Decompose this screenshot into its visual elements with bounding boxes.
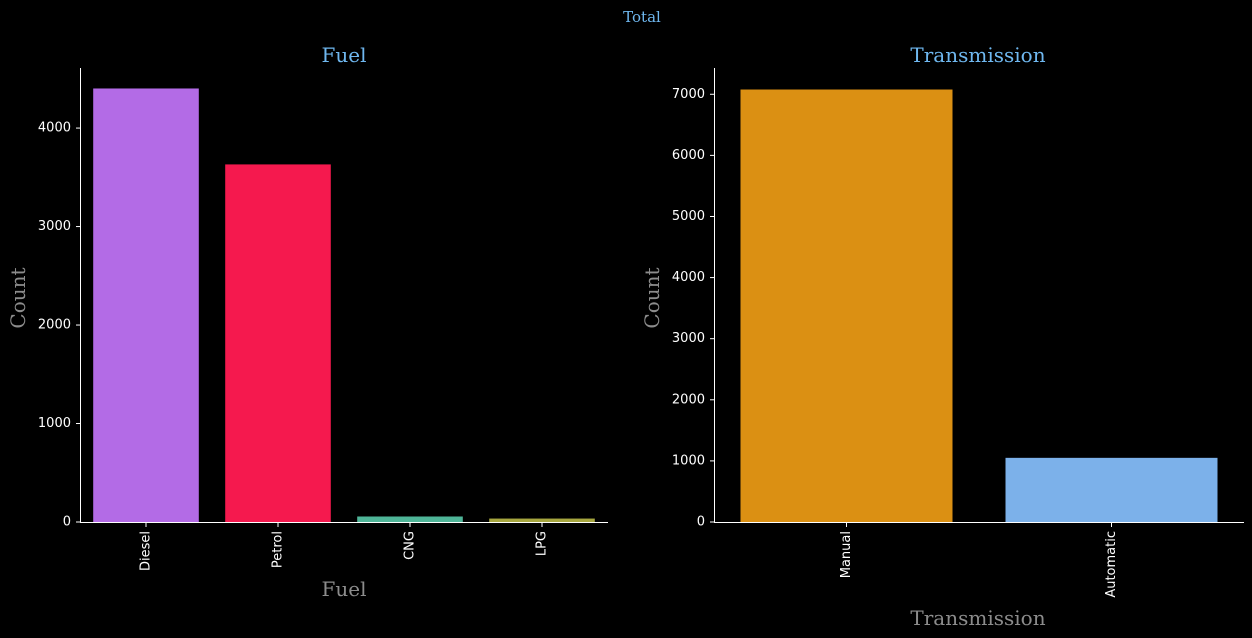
fuel-y-tick-label-0: 0 (63, 515, 71, 530)
transmission-y-ticks: 0 1000 2000 3000 4000 5000 6000 7000 (672, 87, 715, 530)
transmission-bars (740, 89, 1218, 522)
fuel-bar-lpg (489, 518, 595, 522)
fuel-x-tick-label-petrol: Petrol (271, 531, 286, 568)
transmission-y-tick-label-7000: 7000 (672, 87, 705, 102)
fuel-chart-title: Fuel (322, 43, 367, 67)
transmission-y-tick-label-2000: 2000 (672, 392, 705, 407)
fuel-x-tick-label-diesel: Diesel (139, 531, 154, 571)
transmission-bar-automatic (1005, 457, 1218, 522)
transmission-y-axis-label: Count (640, 267, 664, 328)
transmission-bar-manual (740, 89, 953, 522)
fuel-x-axis-label: Fuel (322, 577, 367, 601)
transmission-y-tick-label-4000: 4000 (672, 270, 705, 285)
fuel-x-tick-label-cng: CNG (403, 531, 418, 560)
transmission-x-tick-label-automatic: Automatic (1104, 531, 1119, 598)
fuel-y-axis-label: Count (6, 267, 30, 328)
fuel-x-ticks: Diesel Petrol CNG LPG (139, 522, 550, 571)
transmission-chart-title: Transmission (910, 43, 1045, 67)
transmission-x-ticks: Manual Automatic (839, 522, 1119, 598)
transmission-chart: Transmission Transmission Count 0 1000 200… (640, 43, 1244, 630)
fuel-bar-cng (357, 516, 463, 522)
fuel-bar-diesel (93, 88, 199, 522)
transmission-x-axis-label: Transmission (910, 606, 1045, 630)
fuel-bars (93, 88, 595, 522)
transmission-y-tick-label-3000: 3000 (672, 331, 705, 346)
transmission-y-tick-label-5000: 5000 (672, 209, 705, 224)
figure-suptitle: Total (623, 8, 661, 26)
transmission-y-tick-label-6000: 6000 (672, 148, 705, 163)
transmission-y-tick-label-1000: 1000 (672, 453, 705, 468)
transmission-y-tick-label-0: 0 (697, 515, 705, 530)
transmission-x-tick-label-manual: Manual (839, 531, 854, 578)
fuel-y-tick-label-2000: 2000 (38, 318, 71, 333)
fuel-chart: Fuel Fuel Count 0 1000 2000 3000 4000 Diesel… (6, 43, 608, 601)
fuel-y-ticks: 0 1000 2000 3000 4000 (38, 121, 81, 530)
fuel-y-tick-label-1000: 1000 (38, 416, 71, 431)
fuel-y-tick-label-3000: 3000 (38, 219, 71, 234)
fuel-bar-petrol (225, 164, 331, 522)
fuel-y-tick-label-4000: 4000 (38, 121, 71, 136)
fuel-x-tick-label-lpg: LPG (535, 531, 550, 556)
